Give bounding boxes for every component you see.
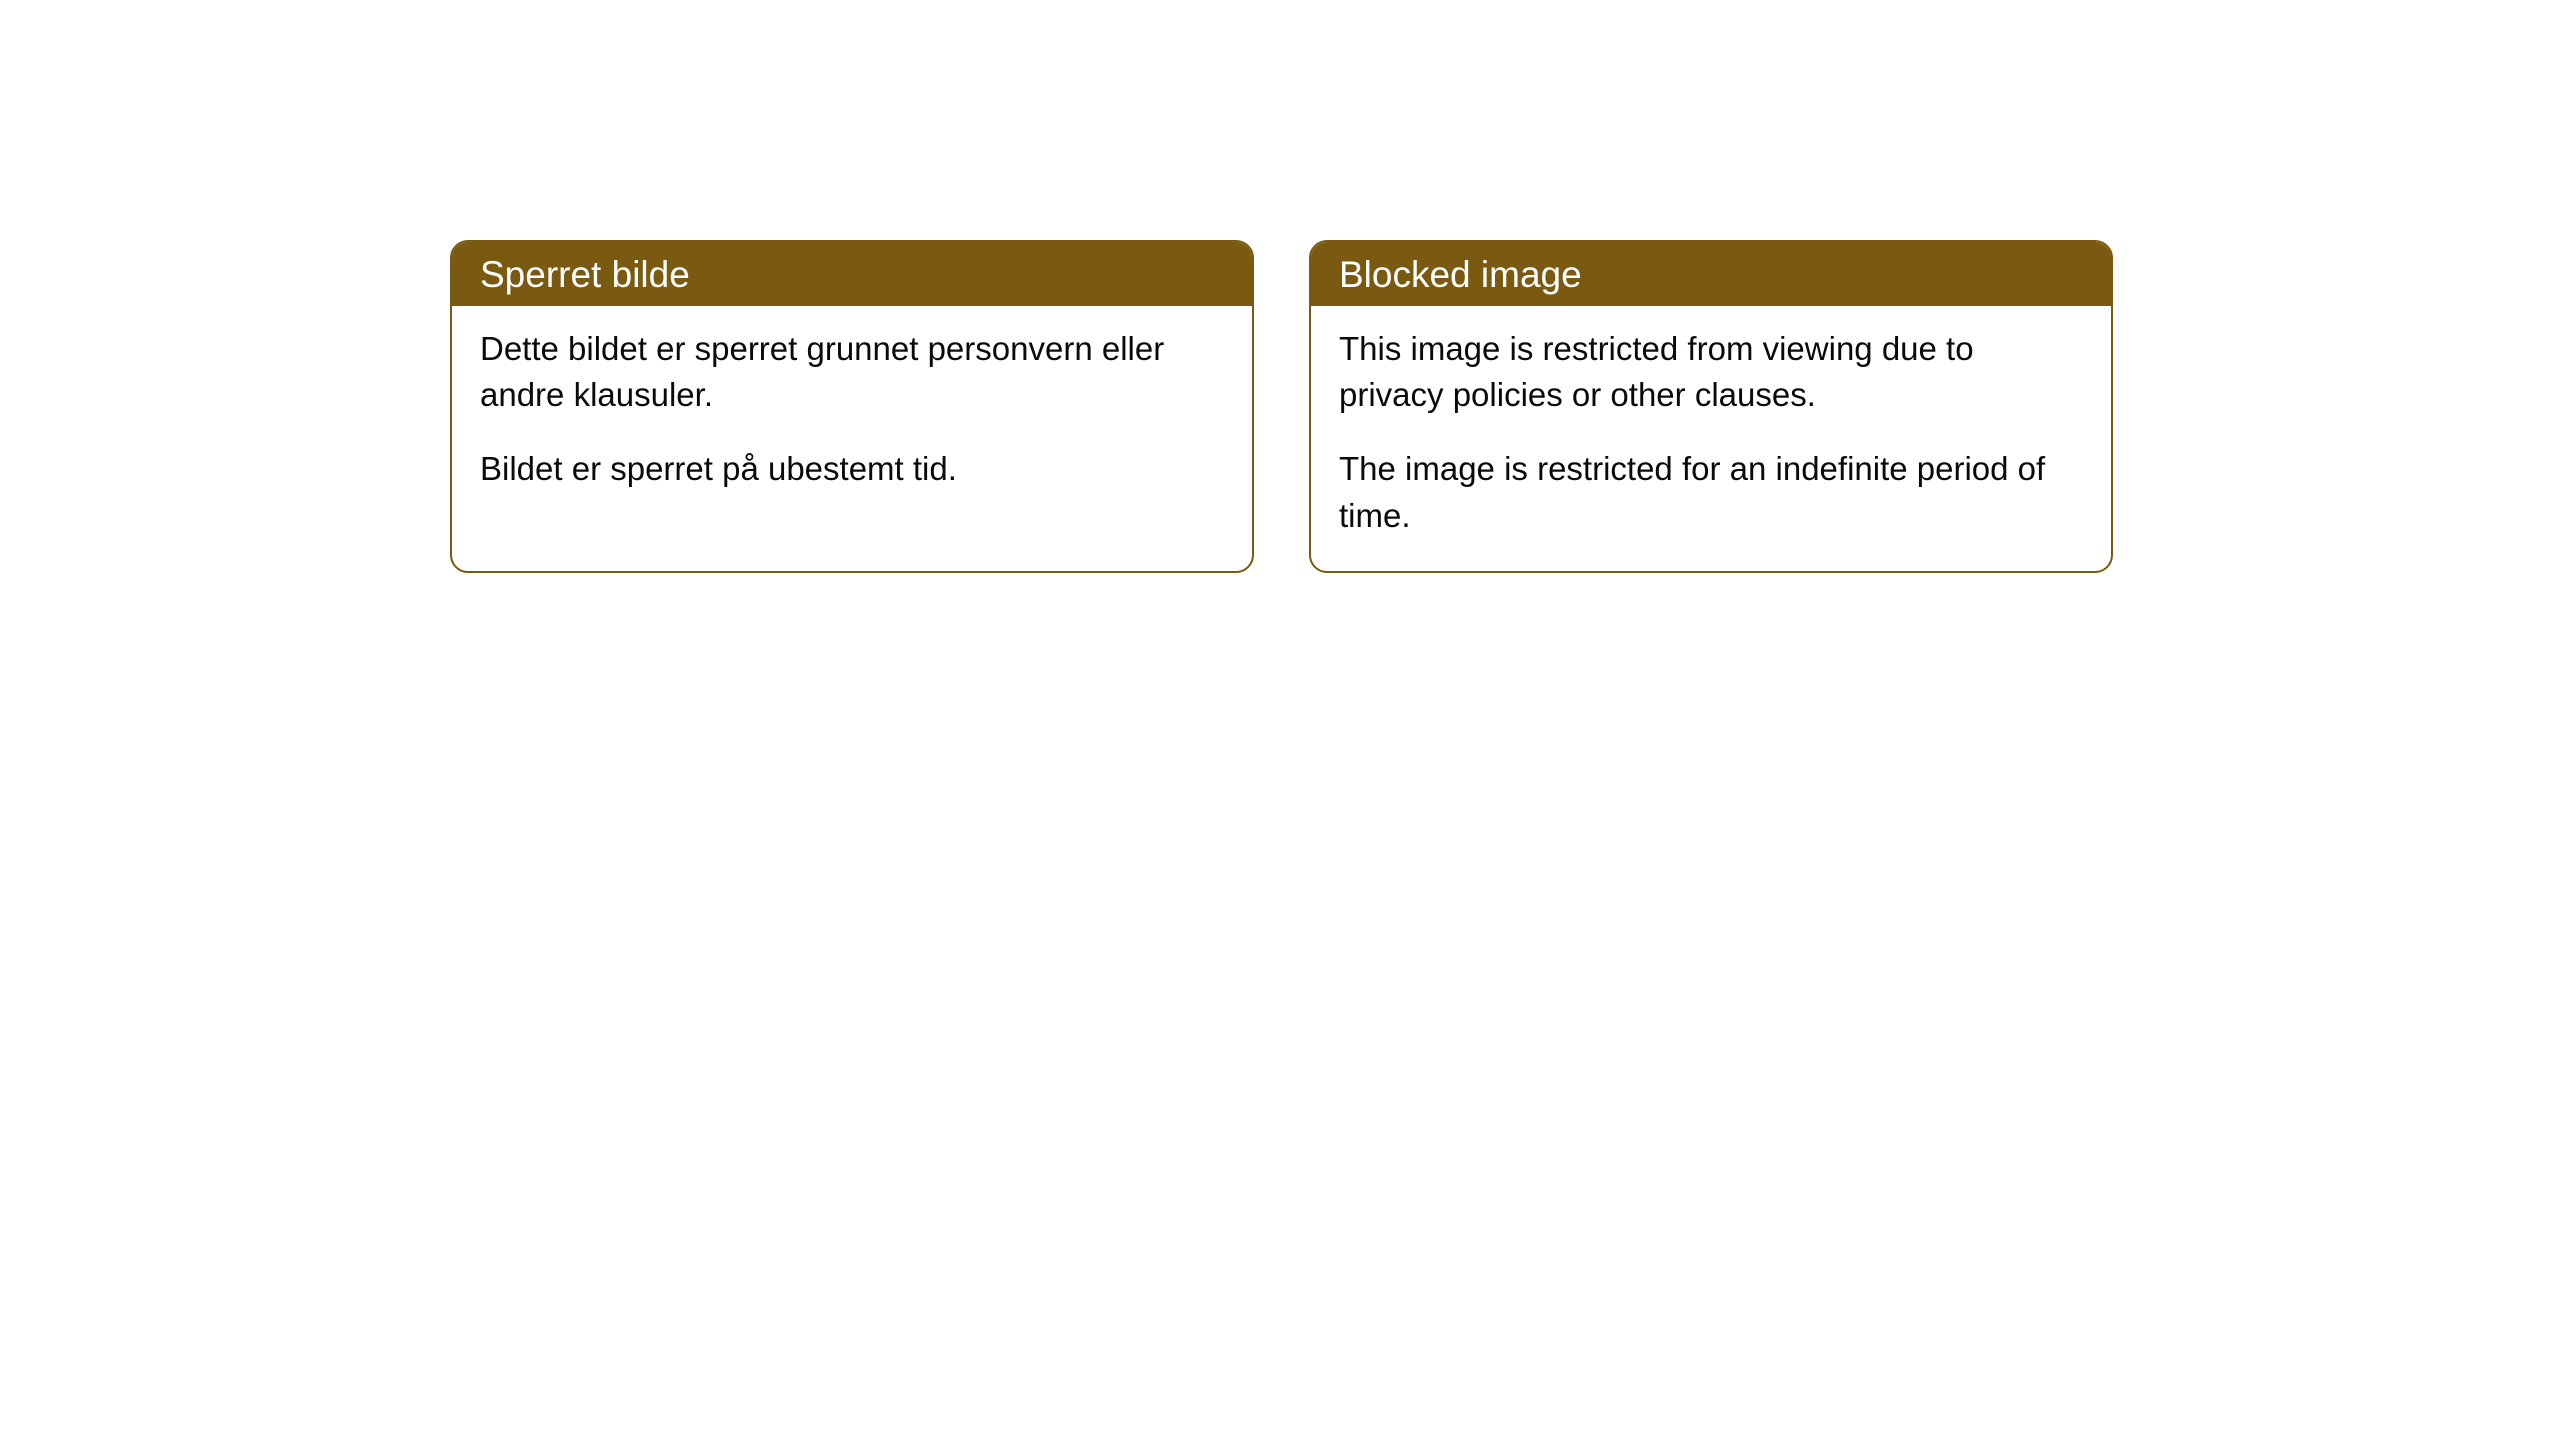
notice-body: This image is restricted from viewing du… [1311, 306, 2111, 571]
notice-card-english: Blocked image This image is restricted f… [1309, 240, 2113, 573]
notice-container: Sperret bilde Dette bildet er sperret gr… [450, 240, 2113, 573]
notice-header: Sperret bilde [452, 242, 1252, 306]
notice-body: Dette bildet er sperret grunnet personve… [452, 306, 1252, 525]
notice-paragraph: Bildet er sperret på ubestemt tid. [480, 446, 1224, 492]
notice-paragraph: The image is restricted for an indefinit… [1339, 446, 2083, 538]
notice-card-norwegian: Sperret bilde Dette bildet er sperret gr… [450, 240, 1254, 573]
notice-paragraph: This image is restricted from viewing du… [1339, 326, 2083, 418]
notice-paragraph: Dette bildet er sperret grunnet personve… [480, 326, 1224, 418]
notice-header: Blocked image [1311, 242, 2111, 306]
